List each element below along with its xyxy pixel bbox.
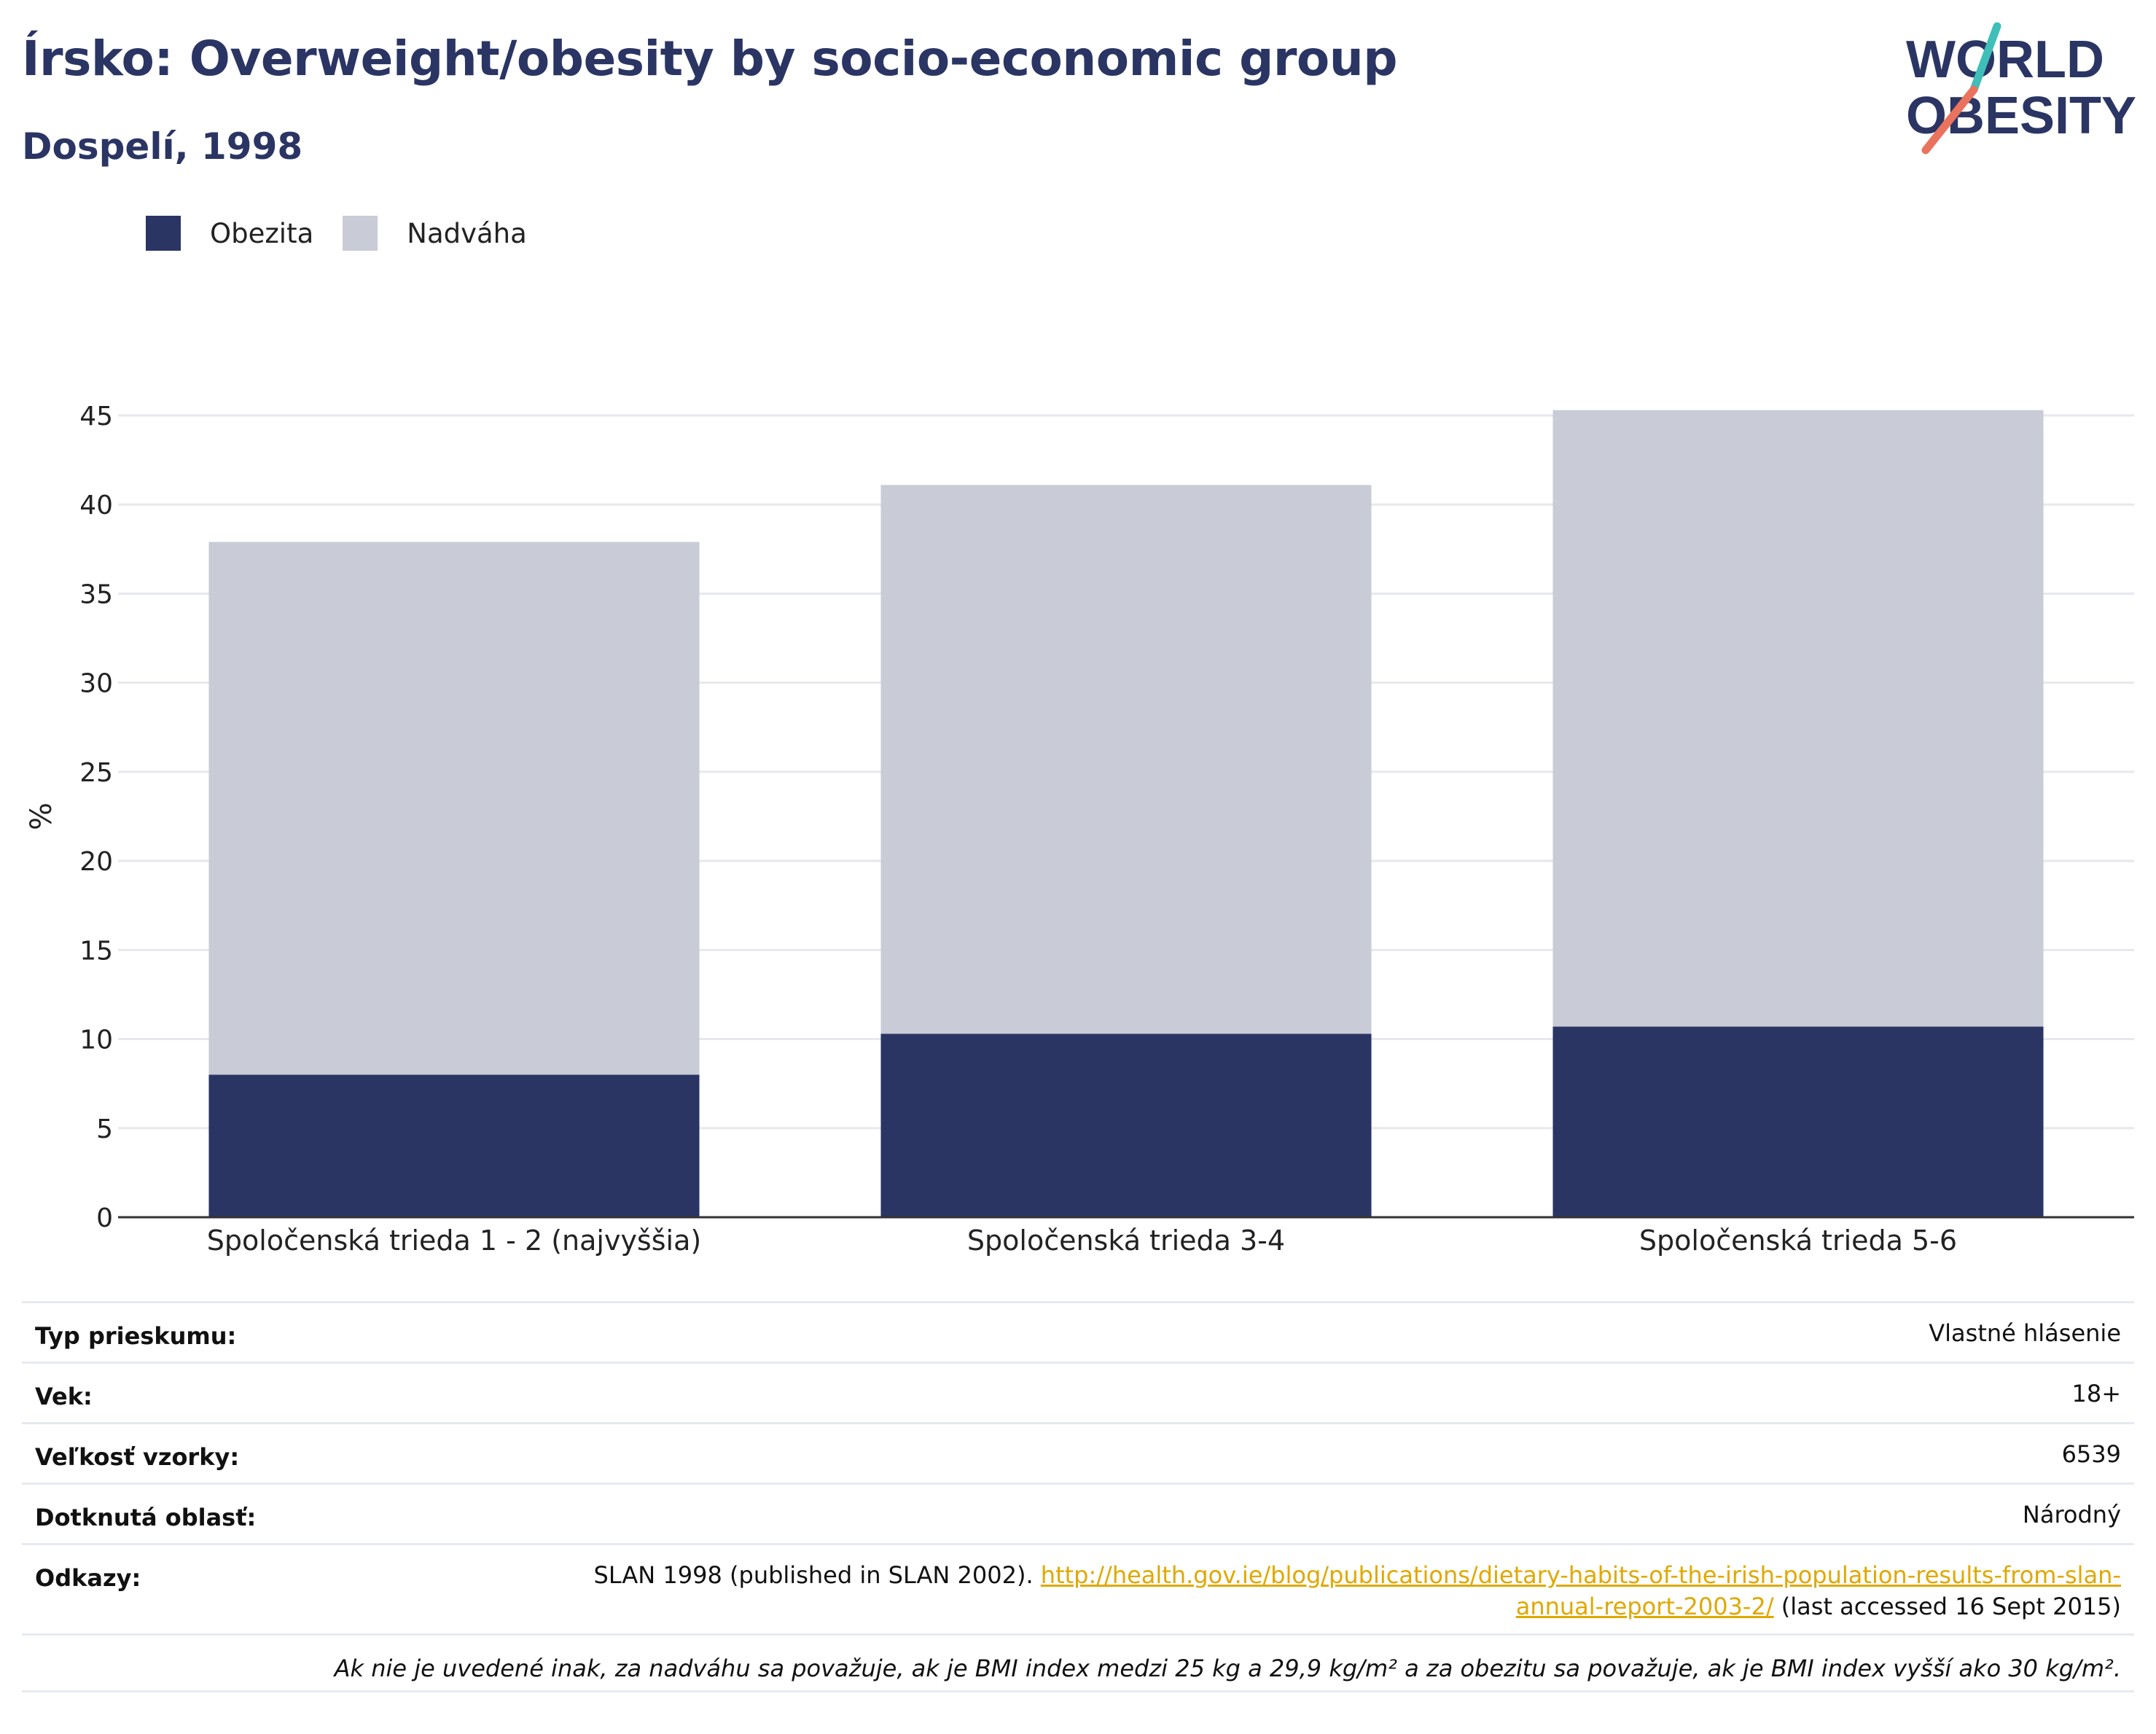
stacked-bar-chart: 0 5 10 15 20 25 30 35 40 45% Spoločenská trieda 1 … xyxy=(25,402,2134,1257)
info-row-survey-type: Typ prieskumu: Vlastné hlásenie xyxy=(22,1301,2134,1362)
bar-overweight xyxy=(880,485,1372,1034)
y-tick-label: 20 xyxy=(79,847,113,877)
info-label-area: Dotknutá oblasť: xyxy=(35,1504,257,1531)
legend-swatch-overweight xyxy=(343,216,378,251)
info-value-survey-type: Vlastné hlásenie xyxy=(1929,1319,2121,1347)
bar-overweight xyxy=(1552,410,2044,1027)
y-tick-label: 10 xyxy=(79,1026,113,1055)
logo-slash-teal xyxy=(1969,22,2001,94)
logo-word-world: WORLD xyxy=(1906,31,2104,89)
chart-subtitle: Dospelí, 1998 xyxy=(22,125,303,168)
info-label-references: Odkazy: xyxy=(35,1564,141,1592)
y-tick-label: 15 xyxy=(79,936,113,966)
bar-obesity xyxy=(208,1074,700,1217)
logo-slash-coral xyxy=(1921,85,1978,155)
bar-obesity xyxy=(880,1034,1372,1217)
info-label-sample-size: Veľkosť vzorky: xyxy=(35,1443,240,1471)
y-tick-label: 40 xyxy=(79,491,113,520)
y-tick-label: 45 xyxy=(79,402,113,431)
info-label-age: Vek: xyxy=(35,1383,93,1410)
reference-text: SLAN 1998 (published in SLAN 2002). xyxy=(593,1561,1041,1589)
x-tick-label: Spoločenská trieda 5-6 xyxy=(1639,1225,1957,1257)
info-row-area: Dotknutá oblasť: Národný xyxy=(22,1483,2134,1543)
info-value-area: Národný xyxy=(2022,1501,2121,1528)
legend-label-obesity: Obezita xyxy=(210,217,314,249)
logo-word-obesity: OBESITY xyxy=(1906,87,2136,145)
bar-overweight xyxy=(208,542,700,1075)
chart-legend: Obezita Nadváha xyxy=(146,216,556,251)
info-value-age: 18+ xyxy=(2071,1380,2121,1407)
legend-swatch-obesity xyxy=(146,216,181,251)
info-row-references: Odkazy: SLAN 1998 (published in SLAN 200… xyxy=(22,1543,2134,1633)
info-row-age: Vek: 18+ xyxy=(22,1362,2134,1422)
world-obesity-logo: WORLD OBESITY xyxy=(1906,22,2136,155)
info-row-sample-size: Veľkosť vzorky: 6539 xyxy=(22,1422,2134,1483)
x-tick-label: Spoločenská trieda 1 - 2 (najvyššia) xyxy=(207,1225,701,1257)
legend-item-obesity[interactable]: Obezita xyxy=(146,216,313,251)
y-tick-label: 35 xyxy=(79,579,113,609)
bar-obesity xyxy=(1552,1026,2044,1217)
legend-item-overweight[interactable]: Nadváha xyxy=(343,216,527,251)
y-tick-label: 30 xyxy=(79,669,113,699)
legend-label-overweight: Nadváha xyxy=(407,217,527,249)
info-value-references: SLAN 1998 (published in SLAN 2002). http… xyxy=(554,1560,2121,1622)
survey-info-table: Typ prieskumu: Vlastné hlásenie Vek: 18+… xyxy=(22,1301,2134,1692)
y-tick-label: 25 xyxy=(79,758,113,788)
info-value-sample-size: 6539 xyxy=(2061,1440,2121,1468)
chart-title: Írsko: Overweight/obesity by socio-econo… xyxy=(22,31,1398,87)
y-tick-label: 0 xyxy=(96,1203,113,1233)
reference-link[interactable]: http://health.gov.ie/blog/publications/d… xyxy=(1040,1561,2121,1620)
y-axis-label: % xyxy=(25,802,58,830)
y-tick-label: 5 xyxy=(96,1114,113,1144)
bmi-definition-note: Ak nie je uvedené inak, za nadváhu sa po… xyxy=(22,1633,2134,1692)
info-label-survey-type: Typ prieskumu: xyxy=(35,1322,237,1350)
x-tick-label: Spoločenská trieda 3-4 xyxy=(967,1225,1285,1257)
reference-accessed: (last accessed 16 Sept 2015) xyxy=(1773,1593,2121,1620)
